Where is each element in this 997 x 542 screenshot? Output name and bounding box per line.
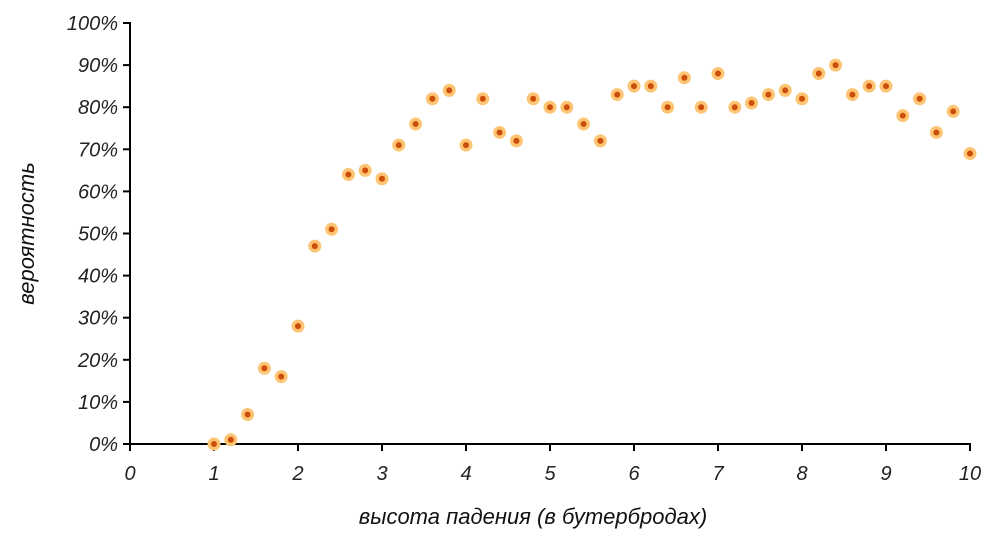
y-axis-title: вероятность: [14, 162, 39, 305]
data-point: [862, 79, 876, 93]
x-axis-title: высота падения (в бутербродах): [359, 504, 707, 529]
data-point: [577, 117, 591, 131]
x-tick-label: 2: [291, 463, 303, 485]
data-point: [392, 138, 406, 152]
y-tick-label: 20%: [77, 350, 118, 372]
data-point: [459, 138, 473, 152]
data-point: [409, 117, 423, 131]
data-point: [761, 88, 775, 102]
x-tick-label: 1: [208, 463, 219, 485]
data-point: [308, 239, 322, 253]
data-point: [442, 83, 456, 97]
data-point: [241, 408, 255, 422]
y-tick-label: 40%: [78, 266, 118, 288]
data-point: [845, 88, 859, 102]
x-tick-label: 9: [880, 463, 891, 485]
x-tick-label: 5: [544, 463, 556, 485]
data-point: [325, 222, 339, 236]
y-tick-label: 50%: [78, 224, 118, 246]
data-point: [509, 134, 523, 148]
data-point: [358, 163, 372, 177]
x-axis-ticks: 0 1 2 3 4 5 6 7 8 9 10: [124, 444, 981, 485]
y-tick-label: 0%: [89, 434, 118, 456]
data-point: [274, 370, 288, 384]
data-point: [224, 433, 238, 447]
data-point: [375, 172, 389, 186]
data-point: [812, 67, 826, 81]
data-point: [711, 67, 725, 81]
data-point: [829, 58, 843, 72]
data-point: [879, 79, 893, 93]
y-tick-label: 90%: [78, 55, 118, 77]
data-point: [560, 100, 574, 114]
data-point: [493, 125, 507, 139]
data-point: [543, 100, 557, 114]
data-point: [644, 79, 658, 93]
data-point: [694, 100, 708, 114]
y-tick-label: 70%: [78, 139, 118, 161]
y-tick-label: 60%: [78, 181, 118, 203]
x-tick-label: 8: [796, 463, 807, 485]
x-tick-label: 4: [460, 463, 471, 485]
y-tick-label: 30%: [78, 308, 118, 330]
data-point: [610, 88, 624, 102]
data-point: [728, 100, 742, 114]
data-point: [661, 100, 675, 114]
data-point: [963, 147, 977, 161]
data-point: [896, 109, 910, 123]
data-point: [291, 319, 305, 333]
data-point: [778, 83, 792, 97]
data-point: [745, 96, 759, 110]
y-tick-label: 10%: [78, 392, 118, 414]
data-point: [257, 361, 271, 375]
data-points: [207, 58, 977, 451]
y-axis-ticks: 0% 10% 20% 30% 40% 50% 60% 70% 80% 90% 100%: [67, 13, 130, 456]
data-point: [476, 92, 490, 106]
data-point: [946, 104, 960, 118]
x-tick-label: 7: [712, 463, 724, 485]
data-point: [929, 125, 943, 139]
y-tick-label: 80%: [78, 97, 118, 119]
data-point: [207, 437, 221, 451]
data-point: [627, 79, 641, 93]
data-point: [913, 92, 927, 106]
data-point: [593, 134, 607, 148]
x-tick-label: 10: [959, 463, 981, 485]
data-point: [526, 92, 540, 106]
x-tick-label: 0: [124, 463, 135, 485]
data-point: [425, 92, 439, 106]
y-tick-label: 100%: [67, 13, 118, 35]
x-tick-label: 3: [376, 463, 387, 485]
data-point: [341, 168, 355, 182]
data-point: [677, 71, 691, 85]
x-tick-label: 6: [628, 463, 640, 485]
data-point: [795, 92, 809, 106]
